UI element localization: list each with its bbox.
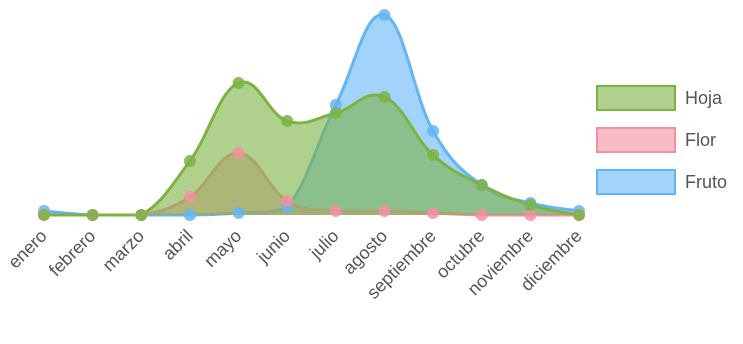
x-tick-label: marzo bbox=[99, 226, 149, 276]
x-tick-label: julio bbox=[305, 226, 342, 263]
data-point-fruto[interactable] bbox=[427, 125, 440, 137]
x-tick-label: junio bbox=[252, 226, 294, 268]
data-point-hoja[interactable] bbox=[475, 179, 488, 191]
data-point-flor[interactable] bbox=[281, 195, 294, 207]
legend: Hoja Flor Fruto bbox=[596, 85, 727, 195]
data-point-hoja[interactable] bbox=[524, 199, 537, 211]
legend-label: Fruto bbox=[685, 172, 727, 192]
data-point-hoja[interactable] bbox=[378, 91, 391, 103]
data-point-hoja[interactable] bbox=[281, 115, 294, 127]
legend-label: Flor bbox=[685, 130, 716, 150]
data-point-flor[interactable] bbox=[427, 207, 440, 219]
data-point-flor[interactable] bbox=[232, 147, 245, 159]
data-point-fruto[interactable] bbox=[232, 207, 245, 219]
x-tick-label: abril bbox=[159, 226, 197, 264]
legend-item-flor[interactable]: Flor bbox=[596, 127, 716, 153]
legend-label: Hoja bbox=[685, 88, 723, 108]
data-point-hoja[interactable] bbox=[135, 209, 148, 221]
areas-layer bbox=[43, 13, 580, 217]
data-point-hoja[interactable] bbox=[427, 149, 440, 161]
data-point-hoja[interactable] bbox=[329, 107, 342, 119]
points-layer bbox=[38, 9, 585, 221]
data-point-hoja[interactable] bbox=[183, 155, 196, 167]
data-point-fruto[interactable] bbox=[183, 209, 196, 221]
data-point-flor[interactable] bbox=[329, 205, 342, 217]
legend-swatch bbox=[596, 169, 676, 195]
data-point-flor[interactable] bbox=[183, 191, 196, 203]
series-area-hoja bbox=[44, 81, 579, 215]
data-point-flor[interactable] bbox=[378, 205, 391, 217]
x-tick-label: mayo bbox=[200, 226, 245, 271]
data-point-fruto[interactable] bbox=[378, 9, 391, 21]
data-point-flor[interactable] bbox=[524, 209, 537, 221]
legend-item-hoja[interactable]: Hoja bbox=[596, 85, 723, 111]
data-point-hoja[interactable] bbox=[86, 209, 99, 221]
legend-swatch bbox=[596, 127, 676, 153]
data-point-hoja[interactable] bbox=[573, 209, 585, 221]
data-point-flor[interactable] bbox=[475, 209, 488, 221]
legend-swatch bbox=[596, 85, 676, 111]
x-tick-label: febrero bbox=[45, 226, 99, 280]
legend-item-fruto[interactable]: Fruto bbox=[596, 169, 727, 195]
data-point-hoja[interactable] bbox=[38, 209, 50, 221]
x-tick-label: enero bbox=[4, 226, 51, 273]
data-point-hoja[interactable] bbox=[232, 77, 245, 89]
